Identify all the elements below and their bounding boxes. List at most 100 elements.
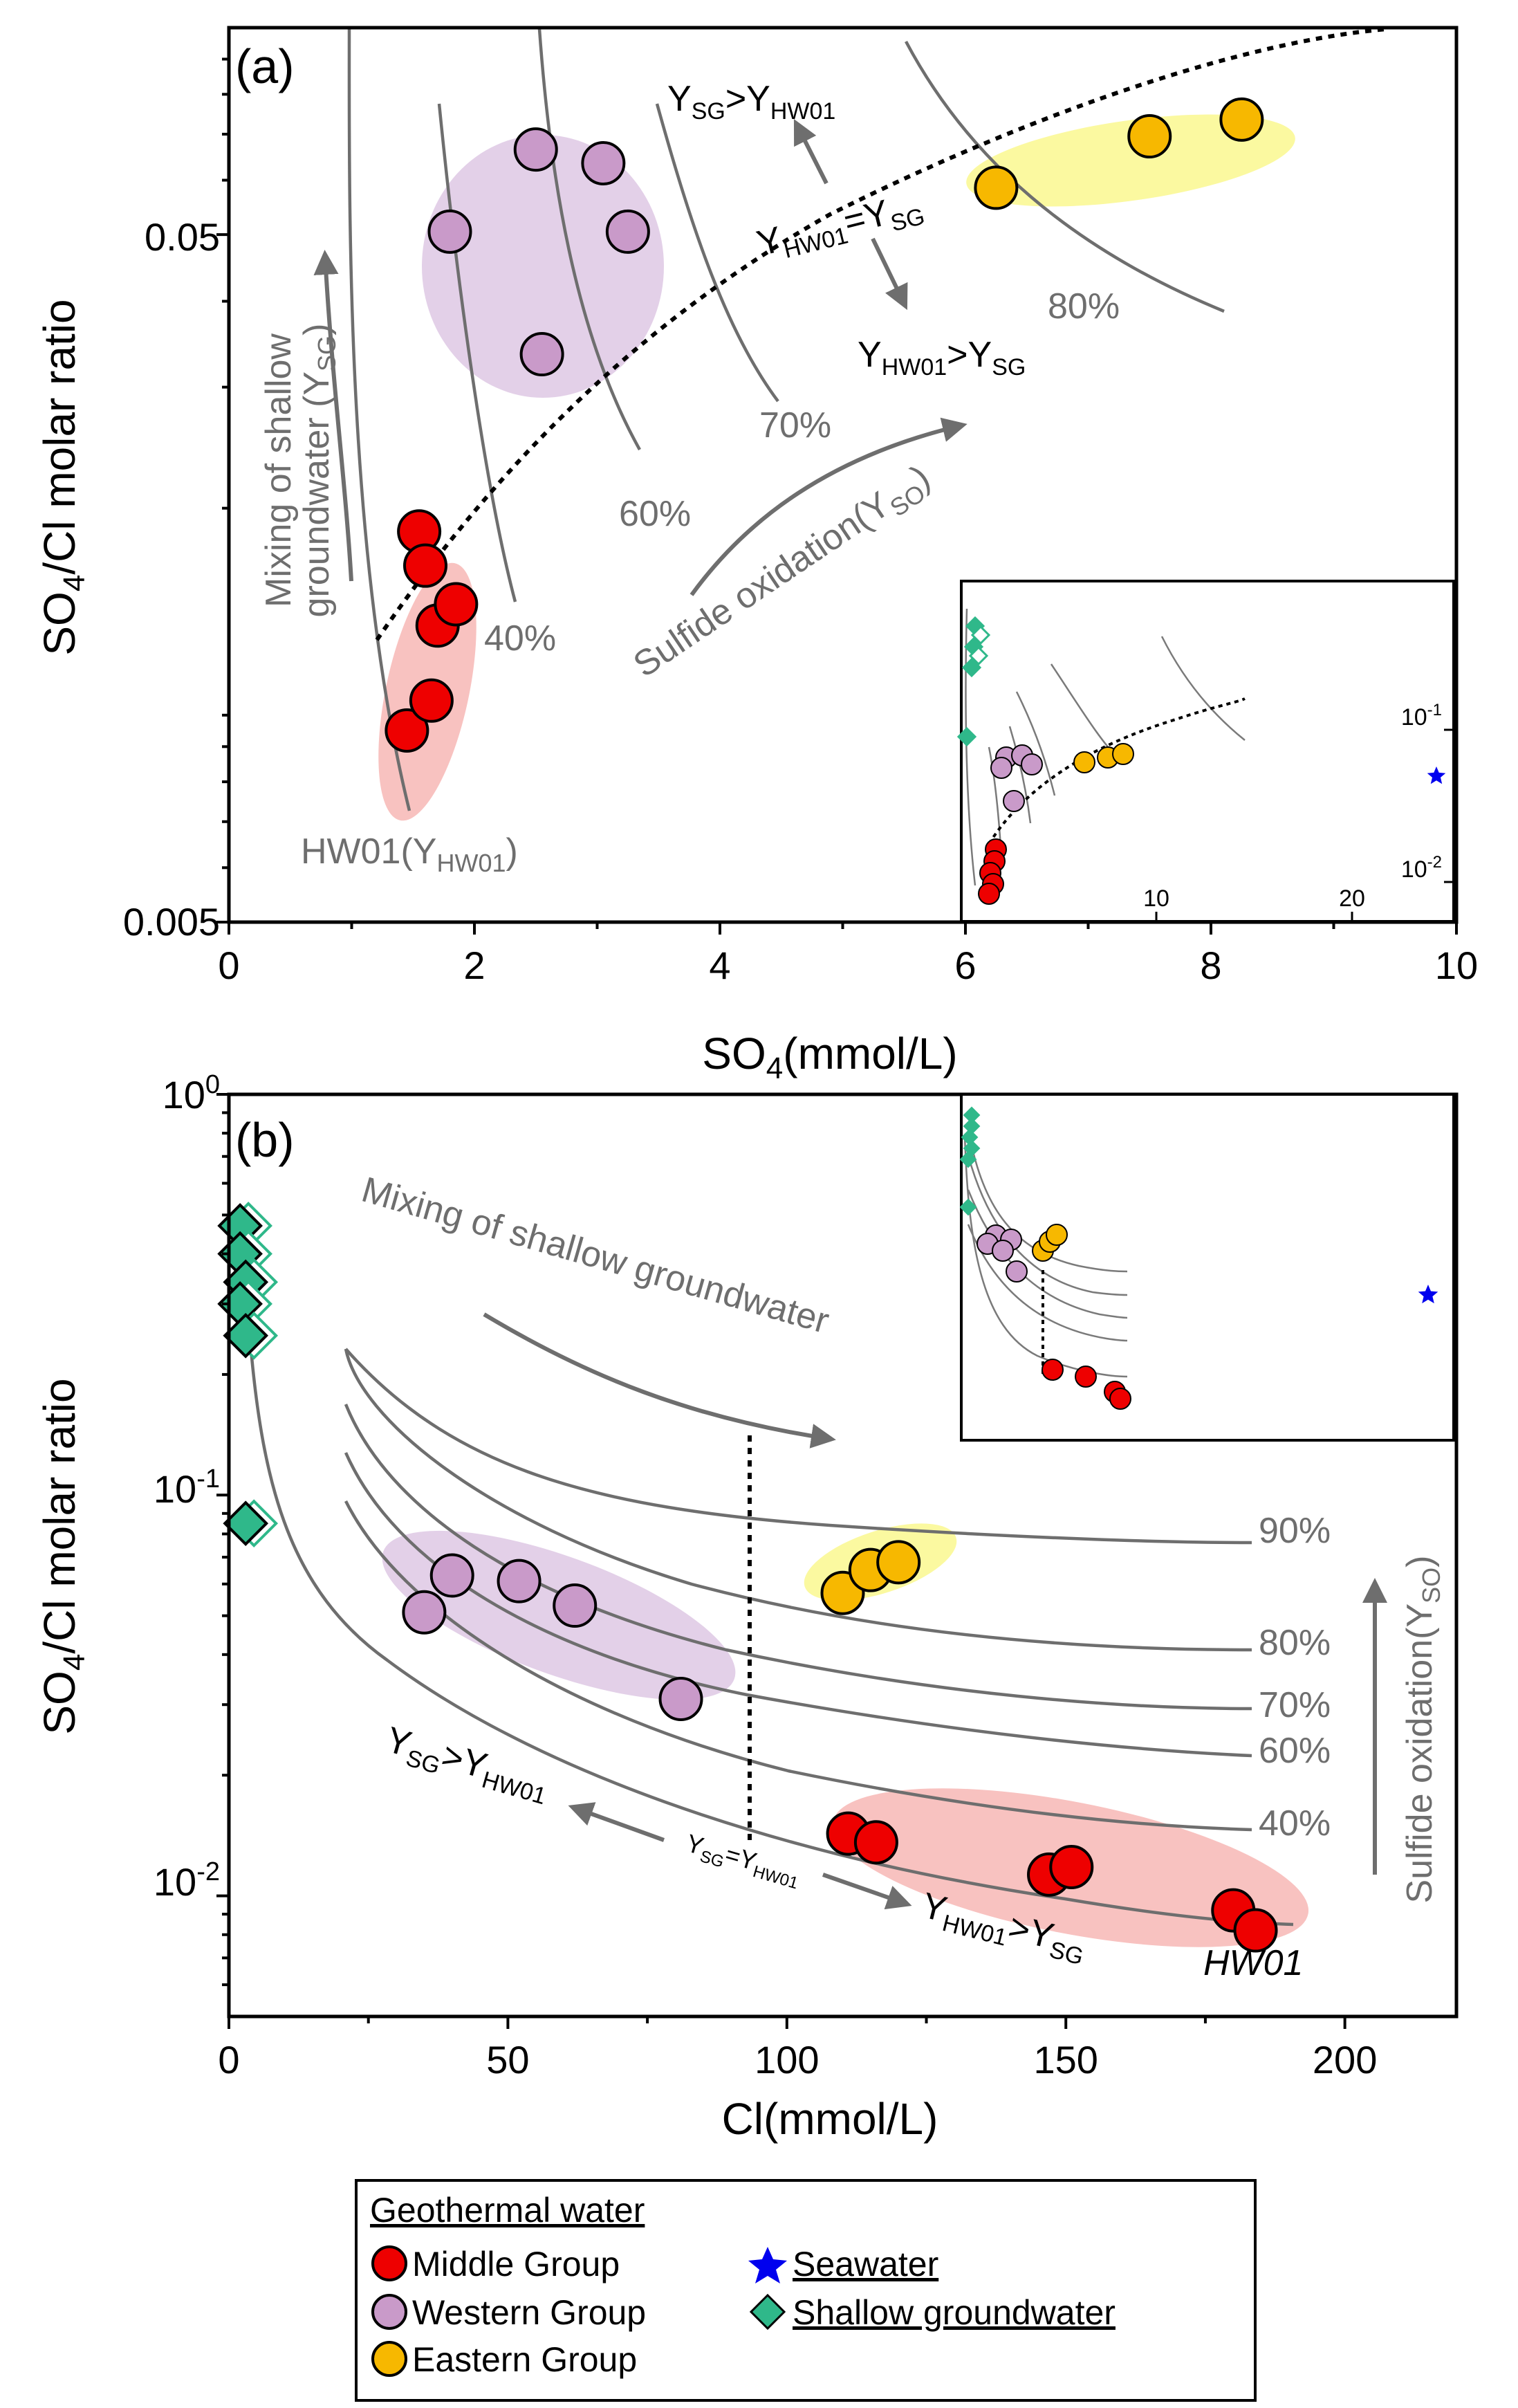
inset-a-ytick-1: 10-1 bbox=[1401, 701, 1442, 730]
sulfide-arrow-a bbox=[689, 417, 968, 596]
western-group-ellipse bbox=[422, 135, 664, 398]
legend-western-label: Western Group bbox=[412, 2293, 646, 2332]
yhw-gt-arrow-b bbox=[822, 1873, 912, 1910]
inset-a-eastern-2 bbox=[1112, 743, 1134, 765]
a-curve-label-70: 70% bbox=[759, 405, 831, 445]
legend-shallow-marker bbox=[749, 2293, 786, 2331]
a-xtick-label-0: 0 bbox=[218, 944, 239, 987]
legend-title: Geothermal water bbox=[370, 2191, 645, 2230]
b-point-western-group-1 bbox=[429, 1553, 474, 1598]
inset-a-eastern-0 bbox=[1073, 751, 1095, 773]
b-point-shallow-5 bbox=[223, 1500, 269, 1547]
b-ytick-top: 100 bbox=[163, 1070, 220, 1116]
panel-b-frame bbox=[227, 1092, 1459, 2019]
inset-a-western-3 bbox=[990, 757, 1012, 779]
panel-a-inset: 10 20 10-1 10-2 bbox=[956, 580, 1455, 923]
b-curve-label-90: 90% bbox=[1259, 1511, 1331, 1551]
inset-a-shallow-5 bbox=[956, 726, 977, 747]
b-hw01-label: HW01 bbox=[1203, 1943, 1303, 1983]
b-point-eastern-group-2 bbox=[876, 1540, 921, 1585]
a-xtick-label-4: 4 bbox=[709, 944, 730, 987]
equality-curve-a bbox=[375, 27, 1387, 641]
panel-a-xlabel: SO4(mmol/L) bbox=[702, 1029, 957, 1085]
panel-b-label: (b) bbox=[235, 1113, 295, 1167]
panel-b-xlabel: Cl(mmol/L) bbox=[722, 2094, 938, 2144]
b-point-middle-group-3 bbox=[1049, 1844, 1094, 1889]
b-ysg-gt-yhw01: YSG>YHW01 bbox=[380, 1720, 554, 1810]
legend-middle-label: Middle Group bbox=[412, 2245, 620, 2283]
a-point-middle-group-4 bbox=[409, 678, 454, 723]
legend-eastern-label: Eastern Group bbox=[412, 2340, 637, 2379]
b-xtick-label-150: 150 bbox=[1034, 2038, 1098, 2081]
inset-a-shallow-4 bbox=[961, 657, 982, 678]
inset-a-western-2 bbox=[1021, 753, 1043, 775]
ysg-gt-arrow-a bbox=[793, 118, 829, 185]
b-point-shallow-4 bbox=[223, 1312, 269, 1359]
a-yhw01-gt-ysg: YHW01>YSG bbox=[858, 335, 1026, 380]
a-mixing-label-2: groundwater (YSG) bbox=[297, 324, 341, 618]
b-curve-label-70: 70% bbox=[1259, 1685, 1331, 1725]
a-point-western-group-1 bbox=[513, 127, 558, 172]
a-xtick-label-10: 10 bbox=[1435, 944, 1478, 987]
curve-b-70 bbox=[344, 1404, 1252, 1711]
panel-b-ticks: 0 50 100 150 200 bbox=[216, 1093, 1377, 2081]
inset-b-middle-3 bbox=[1109, 1388, 1131, 1410]
panel-b-points bbox=[217, 1202, 1278, 1953]
b-point-western-group-2 bbox=[497, 1559, 542, 1603]
b-xtick-label-50: 50 bbox=[486, 2038, 529, 2081]
a-point-middle-group-2 bbox=[403, 543, 447, 588]
b-xtick-label-0: 0 bbox=[218, 2038, 239, 2081]
a-ytick-0.005: 0.005 bbox=[123, 900, 220, 944]
b-point-middle-group-1 bbox=[853, 1820, 898, 1865]
curve-b-80 bbox=[344, 1348, 1252, 1652]
legend-seawater-label: Seawater bbox=[793, 2245, 938, 2283]
panel-b-inset bbox=[959, 1093, 1455, 1442]
a-point-western-group-3 bbox=[581, 141, 626, 186]
mixing-arrow-a bbox=[313, 250, 353, 582]
a-yhw01-eq-ysg: YHW01=YSG bbox=[753, 184, 927, 269]
legend-western-marker bbox=[371, 2294, 407, 2330]
curve-b-90 bbox=[344, 1348, 1252, 1545]
panel-a-ticks: 0 2 4 6 8 10 bbox=[216, 57, 1478, 987]
inset-a-xtick-10: 10 bbox=[1143, 885, 1169, 912]
inset-b-shallow-5 bbox=[959, 1198, 977, 1216]
ysg-gt-arrow-b bbox=[568, 1802, 665, 1842]
curve-a-90 bbox=[905, 40, 1225, 313]
a-point-western-group-0 bbox=[427, 209, 472, 254]
a-sulfide-label: Sulfide oxidation(YSO) bbox=[627, 457, 941, 690]
a-point-eastern-group-1 bbox=[1127, 114, 1172, 159]
a-point-western-group-4 bbox=[605, 209, 650, 254]
a-hw01-label: HW01(YHW01) bbox=[301, 831, 518, 877]
panel-a: 0 2 4 6 8 10 0.05 0.005 (a) SO4(mmol/L) SO4/C… bbox=[35, 26, 1478, 1085]
a-xtick-label-2: 2 bbox=[463, 944, 485, 987]
b-xtick-label-200: 200 bbox=[1313, 2038, 1377, 2081]
curve-b-steep bbox=[248, 1341, 1294, 1927]
a-ysg-gt-yhw01: YSG>YHW01 bbox=[667, 79, 835, 125]
inset-a-shallow-1 bbox=[970, 625, 991, 645]
a-xtick-label-6: 6 bbox=[954, 944, 976, 987]
b-point-western-group-3 bbox=[553, 1583, 598, 1628]
mixing-arrow-b bbox=[483, 1312, 836, 1449]
inset-b-eastern-2 bbox=[1046, 1224, 1068, 1246]
b-point-western-group-4 bbox=[658, 1676, 703, 1721]
b-ytick-bot: 10-2 bbox=[154, 1857, 220, 1904]
a-point-western-group-2 bbox=[519, 332, 564, 377]
a-point-eastern-group-0 bbox=[974, 165, 1019, 210]
curve-a-70 bbox=[537, 28, 641, 451]
b-point-middle-group-5 bbox=[1233, 1908, 1278, 1953]
a-curve-label-80: 80% bbox=[1048, 286, 1120, 327]
inset-b-western-4 bbox=[1006, 1260, 1028, 1283]
panel-a-points bbox=[385, 97, 1264, 753]
curve-a-40 bbox=[347, 28, 411, 811]
b-curve-label-40: 40% bbox=[1259, 1803, 1331, 1844]
inset-b-western-3 bbox=[992, 1240, 1014, 1262]
yhw-gt-arrow-a bbox=[871, 237, 908, 311]
a-point-middle-group-5 bbox=[434, 582, 479, 627]
a-point-eastern-group-2 bbox=[1219, 97, 1264, 142]
inset-a-western-4 bbox=[1003, 790, 1025, 812]
a-mixing-label-1: Mixing of shallow bbox=[259, 333, 299, 607]
inset-b-shallow-4 bbox=[959, 1150, 977, 1168]
inset-a-shallow-3 bbox=[968, 645, 989, 666]
inset-b-points bbox=[959, 1106, 1438, 1410]
b-sulfide-label: Sulfide oxidation(YSO) bbox=[1400, 1556, 1445, 1904]
